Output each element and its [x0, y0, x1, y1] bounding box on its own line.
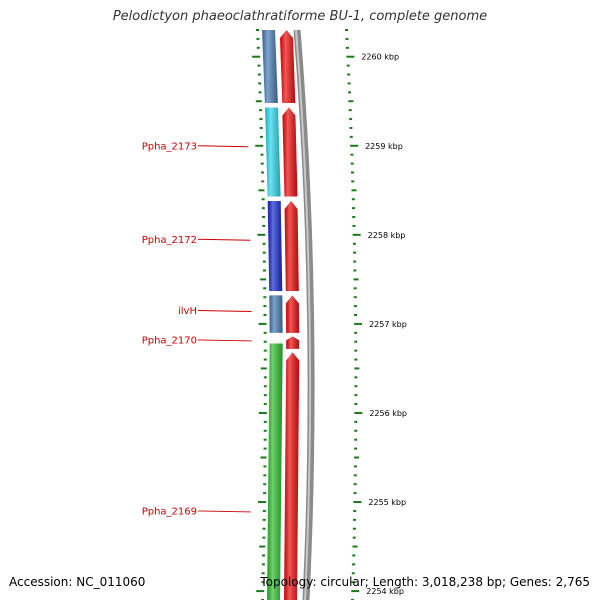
backbone-layer: [293, 29, 315, 600]
map-title: Pelodictyon phaeoclathratiforme BU-1, co…: [112, 9, 488, 24]
ruler-label: 2257 kbp: [369, 320, 407, 329]
gene-label-leader: [197, 510, 251, 513]
gene-label[interactable]: Ppha_2170: [142, 335, 197, 346]
gene-label[interactable]: ilvH: [178, 306, 197, 317]
ruler-label: 2256 kbp: [369, 409, 407, 418]
gene-label[interactable]: Ppha_2173: [142, 141, 197, 152]
gene-shading: [284, 352, 300, 600]
ruler-label: 2260 kbp: [361, 53, 399, 62]
ruler-label: 2259 kbp: [365, 142, 403, 151]
gene-shading: [280, 30, 296, 104]
gene-label-leader: [197, 339, 252, 342]
gene-label-layer: Ppha_2173 Ppha_2172 ilvH Ppha_2170 Ppha_2169: [142, 141, 252, 517]
ruler-label: 2254 kbp: [366, 587, 404, 596]
ruler-layer: 2260 kbp 2259 kbp 2258 kbp 2257 kbp 2256 kbp…: [252, 29, 407, 600]
gene-label-leader: [197, 145, 249, 148]
gene-shading: [267, 201, 283, 291]
gene-label[interactable]: Ppha_2172: [142, 235, 197, 246]
gene-shading: [265, 107, 281, 197]
gene-shading: [286, 336, 300, 349]
gene-shading: [285, 295, 300, 333]
ruler-label: 2255 kbp: [368, 498, 406, 507]
ruler-label: 2258 kbp: [368, 231, 406, 240]
gene-label[interactable]: Ppha_2169: [142, 506, 197, 517]
gene-shading: [269, 295, 283, 333]
gene-layer: [262, 30, 300, 600]
topology-text: Topology: circular; Length: 3,018,238 bp…: [260, 575, 590, 589]
gene-label-leader: [197, 238, 251, 241]
backbone-highlight: [295, 29, 312, 600]
gene-shading: [267, 343, 283, 600]
accession-text: Accession: NC_011060: [9, 575, 146, 589]
gene-shading: [282, 107, 298, 197]
gene-shading: [262, 30, 278, 104]
gene-label-leader: [197, 310, 252, 313]
gene-shading: [284, 201, 299, 291]
